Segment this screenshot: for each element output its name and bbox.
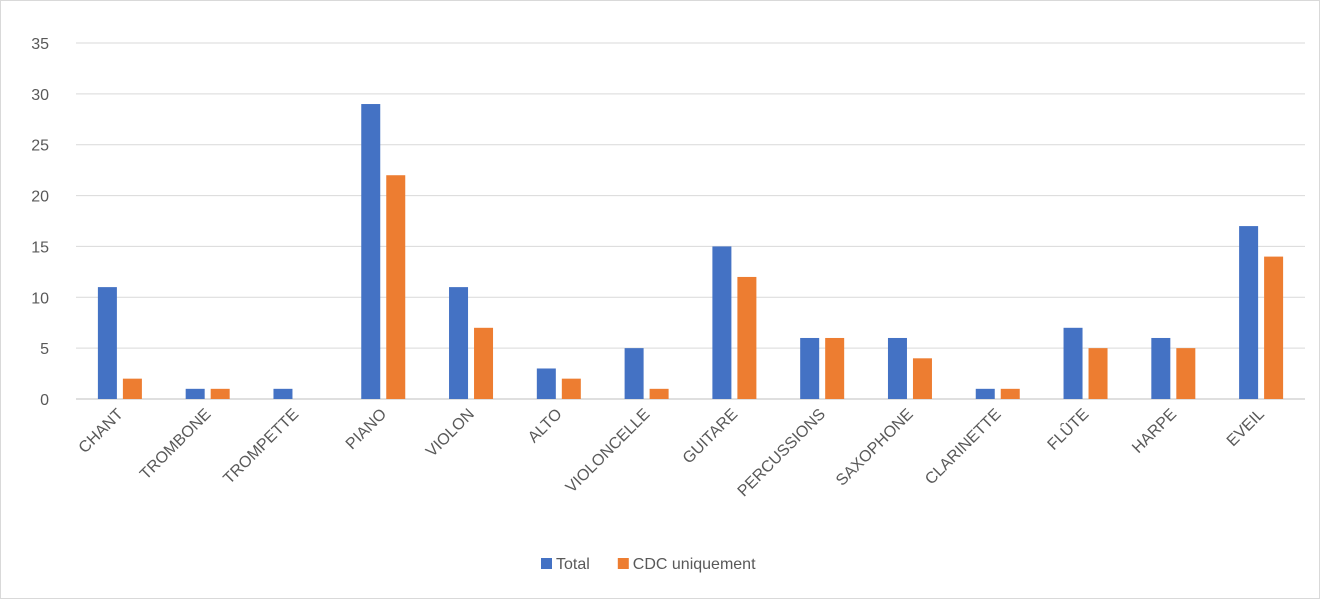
x-tick-label: VIOLON (423, 406, 478, 461)
bar-cdc-uniquement-3 (386, 175, 406, 399)
bar-cdc-uniquement-1 (210, 388, 230, 399)
y-tick-label: 15 (31, 239, 49, 256)
legend: Total CDC uniquement (541, 556, 756, 573)
x-tick-label: TROMPETTE (221, 406, 303, 488)
gridlines (76, 42, 1305, 400)
bar-total-2 (273, 388, 293, 399)
legend-swatch-1 (617, 558, 629, 569)
bar-cdc-uniquement-6 (649, 388, 669, 399)
y-axis: 0 5 10 15 20 25 30 35 (31, 36, 49, 409)
bar-total-4 (449, 287, 469, 399)
bar-total-3 (361, 104, 381, 400)
bar-total-11 (1063, 327, 1083, 399)
legend-label-1: CDC uniquement (633, 556, 756, 573)
bar-total-1 (185, 388, 205, 399)
bar-total-13 (1239, 226, 1259, 399)
bar-total-7 (712, 246, 732, 399)
x-axis: CHANT TROMBONE TROMPETTE PIANO VIOLON ALTOVIO… (76, 404, 1268, 500)
y-tick-label: 35 (31, 36, 49, 53)
x-tick-label: ALTO (525, 406, 566, 447)
x-tick-label: EVEIL (1224, 406, 1268, 450)
x-tick-label: SAXOPHONE (833, 406, 917, 490)
y-tick-label: 5 (40, 341, 49, 358)
x-tick-label: FLÛTE (1043, 404, 1092, 453)
bar-cdc-uniquement-0 (122, 378, 142, 399)
bar-total-12 (1151, 337, 1171, 399)
bar-total-9 (887, 337, 907, 399)
x-tick-label: TROMBONE (137, 406, 214, 483)
x-tick-label: VIOLONCELLE (563, 406, 654, 497)
bar-total-10 (975, 388, 995, 399)
x-tick-label: PERCUSSIONS (735, 406, 829, 500)
y-tick-label: 20 (31, 189, 49, 206)
y-tick-label: 10 (31, 290, 49, 307)
bar-cdc-uniquement-4 (474, 327, 494, 399)
y-tick-label: 0 (40, 392, 49, 409)
bar-cdc-uniquement-11 (1088, 348, 1108, 399)
bar-cdc-uniquement-9 (912, 358, 932, 399)
x-tick-label: HARPE (1129, 406, 1180, 457)
bar-total-0 (97, 287, 117, 399)
x-tick-label: GUITARE (680, 406, 741, 467)
bar-cdc-uniquement-10 (1000, 388, 1020, 399)
bars (97, 104, 1284, 400)
x-tick-label: CLARINETTE (922, 406, 1004, 488)
bar-cdc-uniquement-13 (1264, 256, 1284, 399)
bar-cdc-uniquement-5 (561, 378, 581, 399)
bar-cdc-uniquement-7 (737, 276, 757, 399)
bar-total-5 (536, 368, 556, 399)
x-tick-label: CHANT (76, 406, 127, 457)
legend-label-0: Total (556, 556, 590, 573)
y-tick-label: 30 (31, 87, 49, 104)
bar-cdc-uniquement-8 (825, 337, 845, 399)
bar-cdc-uniquement-12 (1176, 348, 1196, 399)
y-tick-label: 25 (31, 138, 49, 155)
bar-total-6 (624, 348, 644, 399)
legend-swatch-0 (541, 558, 552, 569)
x-tick-label: PIANO (343, 406, 390, 453)
bar-total-8 (800, 337, 820, 399)
